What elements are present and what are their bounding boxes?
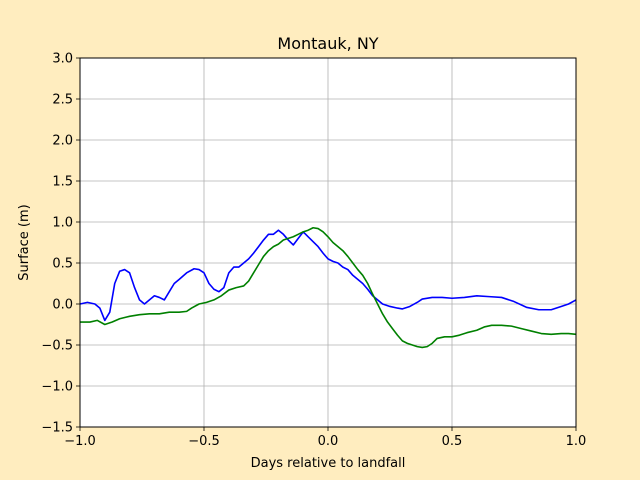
series-line-2 [80, 226, 577, 349]
y-tick-label: 0.0 [52, 298, 73, 313]
x-tick-label: 1.0 [566, 434, 587, 449]
y-axis-label: Surface (m) [17, 204, 32, 280]
y-tick-label: 2.5 [52, 93, 73, 108]
y-tick-label: 0.5 [52, 257, 73, 272]
series-line-1 [79, 229, 577, 322]
ticks: −1.0 −0.5 0.0 0.5 1.0−1.5−1.0−0.50.00.51.01.… [41, 52, 586, 450]
x-tick-label: 0.0 [318, 434, 339, 449]
x-axis-label: Days relative to landfall [251, 456, 406, 471]
x-tick-label: −1.0 [64, 434, 96, 449]
y-tick-label: −0.5 [41, 339, 73, 354]
y-tick-label: 1.0 [52, 216, 73, 231]
series-group [79, 226, 577, 349]
x-tick-label: 0.5 [442, 434, 463, 449]
x-tick-label: −0.5 [188, 434, 220, 449]
y-tick-label: 3.0 [52, 52, 73, 67]
chart-title: Montauk, NY [277, 34, 378, 53]
y-tick-label: −1.5 [41, 421, 73, 436]
y-tick-label: 2.0 [52, 134, 73, 149]
y-tick-label: −1.0 [41, 380, 73, 395]
y-tick-label: 1.5 [52, 175, 73, 190]
